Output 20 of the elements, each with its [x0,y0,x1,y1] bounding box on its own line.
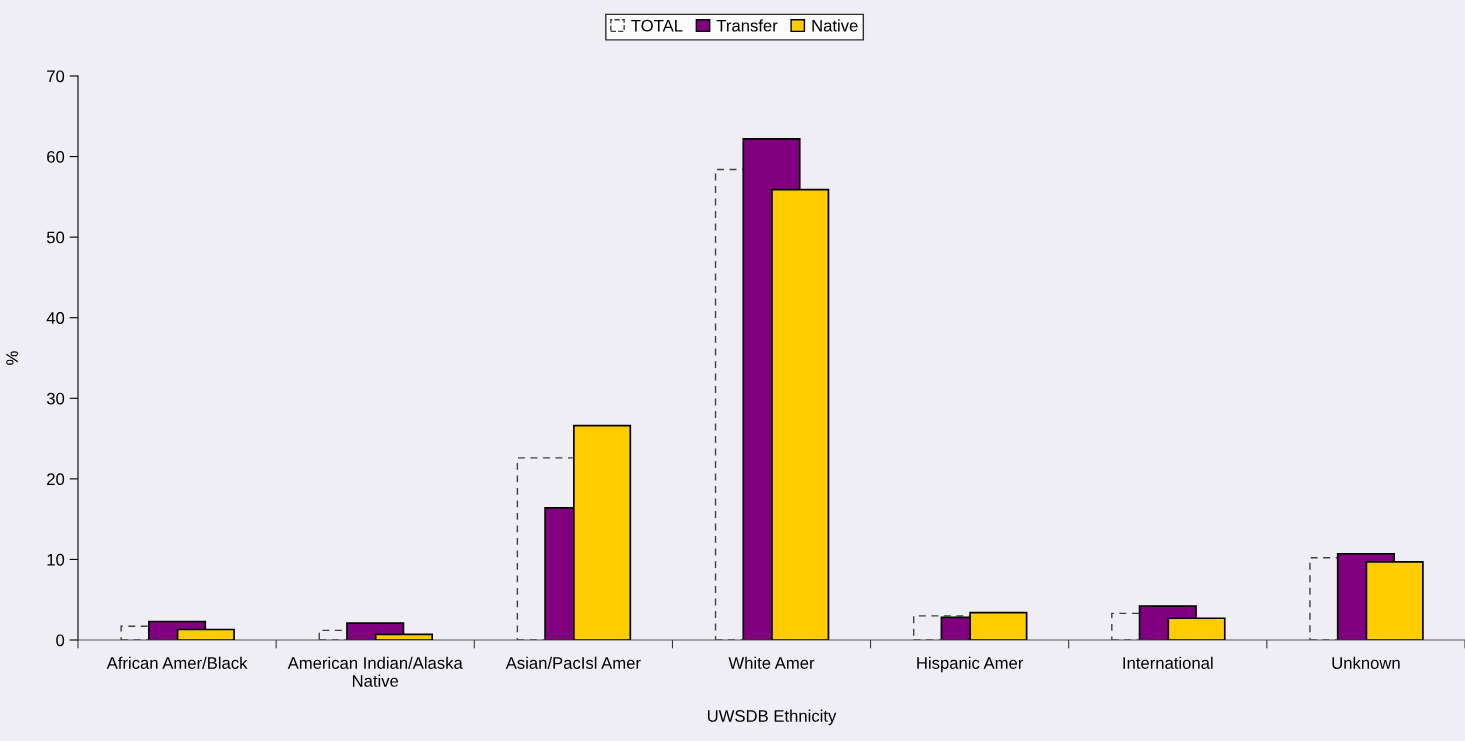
legend-label: Native [812,19,858,32]
y-tick-label: 60 [47,150,65,163]
x-tick-label: White Amer [728,656,815,669]
y-tick-label: 0 [56,634,65,647]
y-tick-label: 20 [47,473,65,486]
y-tick-label: 30 [46,392,65,405]
x-tick-label: International [1123,656,1213,669]
y-axis-title: % [6,351,18,365]
y-tick-label: 10 [47,553,65,566]
legend-label: TOTAL [631,19,683,32]
x-tick-label: African Amer/Black [106,656,248,669]
x-tick-label: Hispanic Amer [917,656,1024,673]
y-tick-label: 50 [46,231,65,244]
legend-label: Transfer [716,19,778,32]
x-tick-label: American Indian/Alaska Native [287,656,463,687]
x-tick-label: Unknown [1332,656,1400,669]
y-tick-label: 70 [47,70,65,83]
y-tick-label: 40 [46,312,65,324]
x-axis-title: UWSDB Ethnicity [707,709,837,726]
x-tick-label: Asian/PacIsl Amer [505,656,641,669]
